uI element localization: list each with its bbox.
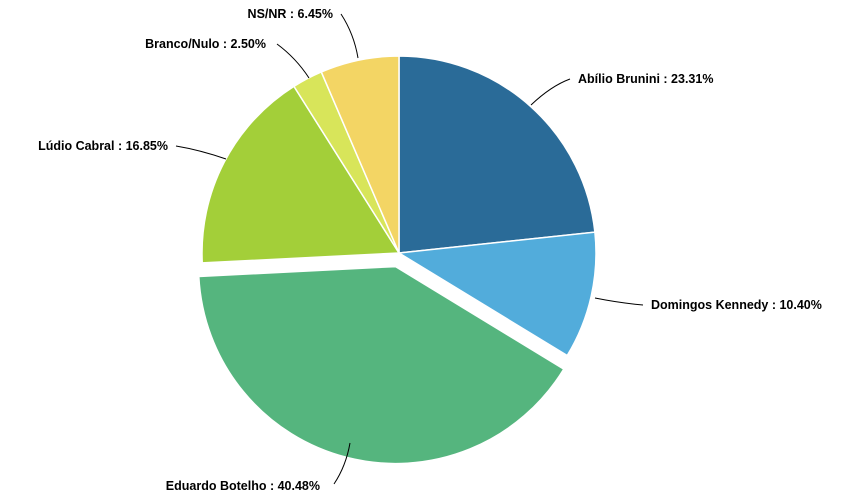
slice-label-ludio-cabral: Lúdio Cabral : 16.85% bbox=[38, 139, 168, 153]
leader-line-ludio-cabral bbox=[175, 145, 227, 160]
pie-slice-abilio-brunini bbox=[398, 55, 596, 254]
leader-line-eduardo-botelho bbox=[333, 442, 351, 485]
pie-slice-eduardo-botelho bbox=[198, 265, 565, 465]
leader-line-domingos-kennedy bbox=[594, 297, 644, 306]
slice-label-eduardo-botelho: Eduardo Botelho : 40.48% bbox=[166, 479, 320, 493]
pie-slices bbox=[198, 55, 597, 465]
slice-label-abilio-brunini: Abílio Brunini : 23.31% bbox=[578, 72, 713, 86]
leader-line-ns-nr bbox=[340, 13, 359, 59]
pie-slice-domingos-kennedy bbox=[396, 231, 597, 357]
pie-slice-ludio-cabral bbox=[201, 85, 401, 264]
slice-label-ns-nr: NS/NR : 6.45% bbox=[248, 7, 333, 21]
leader-line-abilio-brunini bbox=[530, 78, 571, 106]
leader-line-branco-nulo bbox=[276, 43, 310, 79]
slice-label-branco-nulo: Branco/Nulo : 2.50% bbox=[145, 37, 266, 51]
slice-label-domingos-kennedy: Domingos Kennedy : 10.40% bbox=[651, 298, 822, 312]
leader-lines bbox=[175, 13, 644, 485]
slice-labels: Abílio Brunini : 23.31% Domingos Kennedy … bbox=[38, 7, 822, 493]
pie-slice-ns-nr bbox=[320, 55, 400, 254]
